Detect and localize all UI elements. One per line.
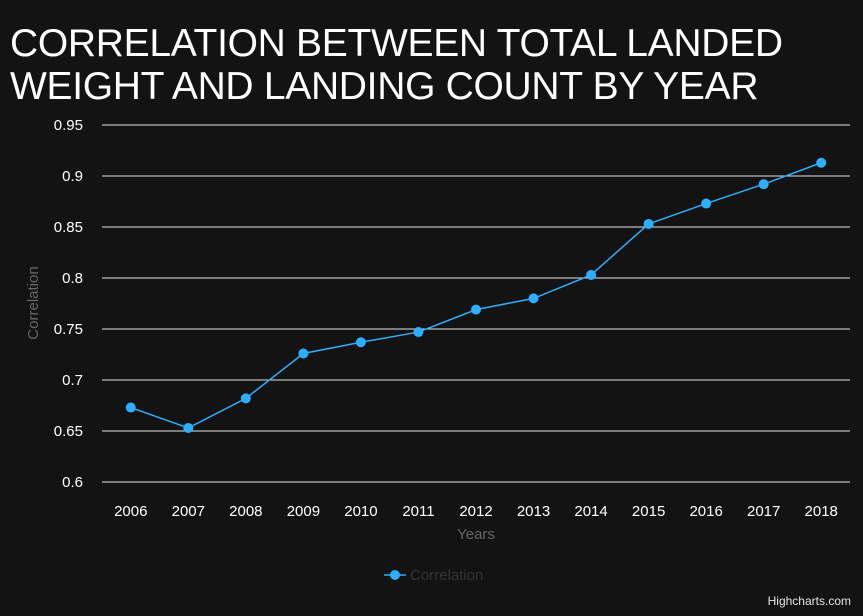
y-tick-label: 0.75 [54, 321, 83, 338]
chart-title: CORRELATION BETWEEN TOTAL LANDED WEIGHT … [10, 22, 783, 108]
x-tick-label: 2018 [805, 503, 838, 520]
x-tick-label: 2015 [632, 503, 665, 520]
y-tick-label: 0.6 [62, 474, 83, 491]
grid-lines [102, 124, 850, 483]
x-tick-label: 2011 [402, 503, 434, 520]
data-point[interactable] [701, 198, 712, 209]
data-point[interactable] [643, 218, 654, 229]
data-point[interactable] [240, 393, 251, 404]
data-point[interactable] [471, 304, 481, 315]
x-tick-label: 2017 [747, 503, 780, 520]
data-point[interactable] [528, 293, 539, 304]
x-tick-label: 2008 [229, 503, 262, 520]
data-point[interactable] [758, 179, 769, 190]
legend-item-correlation[interactable]: Correlation [410, 567, 483, 584]
series-correlation [125, 157, 827, 433]
data-point[interactable] [413, 327, 424, 338]
x-tick-label: 2006 [114, 503, 147, 520]
y-tick-label: 0.65 [54, 423, 83, 440]
y-tick-label: 0.85 [54, 219, 83, 236]
legend[interactable]: Correlation [384, 567, 483, 584]
legend-marker-icon [390, 570, 400, 580]
data-point[interactable] [355, 337, 366, 348]
x-tick-label: 2007 [172, 503, 205, 520]
y-axis: 0.6 0.65 0.7 0.75 0.8 0.85 0.9 0.95 [54, 117, 83, 491]
x-tick-label: 2009 [287, 503, 320, 520]
x-tick-label: 2016 [689, 503, 722, 520]
data-point[interactable] [816, 157, 827, 168]
x-axis: 2006 2007 2008 2009 2010 2011 2012 2013 2014 2015… [114, 503, 838, 520]
x-tick-label: 2010 [344, 503, 377, 520]
data-point[interactable] [586, 269, 597, 280]
x-tick-label: 2013 [517, 503, 550, 520]
x-tick-label: 2012 [459, 503, 492, 520]
y-tick-label: 0.95 [54, 117, 83, 134]
data-point[interactable] [298, 348, 309, 359]
data-point[interactable] [183, 422, 194, 433]
y-tick-label: 0.9 [62, 168, 83, 185]
y-axis-title: Correlation [25, 266, 42, 339]
data-point[interactable] [125, 402, 136, 413]
credit-link[interactable]: Highcharts.com [767, 594, 851, 608]
y-tick-label: 0.8 [62, 270, 83, 287]
series-line [130, 162, 822, 429]
x-axis-title: Years [457, 526, 495, 543]
x-tick-label: 2014 [574, 503, 607, 520]
y-tick-label: 0.7 [62, 372, 83, 389]
